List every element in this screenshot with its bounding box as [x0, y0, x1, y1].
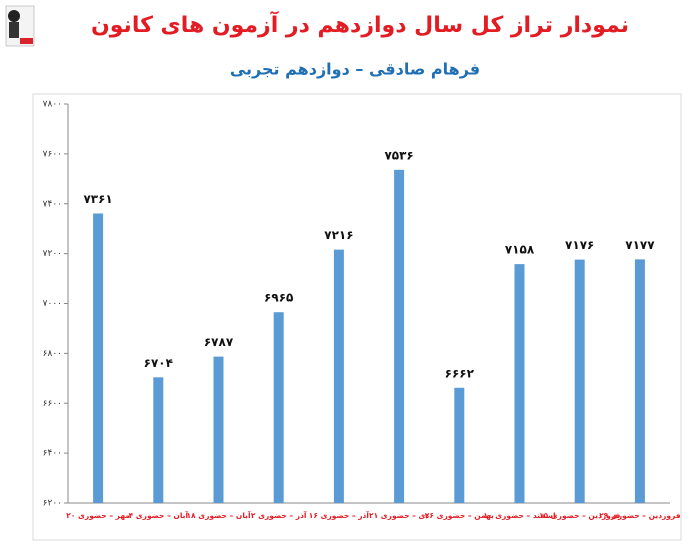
bar	[574, 259, 585, 503]
bar	[273, 312, 284, 503]
y-tick-label: ۶۶۰۰	[43, 399, 62, 409]
x-tick-label: ۱۸ آبان – حضوری	[186, 510, 250, 520]
plot-frame	[32, 93, 682, 541]
y-tick-label: ۷۶۰۰	[43, 149, 62, 159]
value-label: ۷۱۵۸	[505, 243, 535, 257]
bar	[93, 213, 104, 503]
value-label: ۶۷۸۷	[204, 335, 234, 349]
y-tick-label: ۷۲۰۰	[43, 249, 62, 259]
y-tick-label: ۶۲۰۰	[43, 499, 62, 509]
value-label: ۷۲۱۶	[324, 228, 353, 242]
y-tick-label: ۷۴۰۰	[43, 199, 62, 209]
x-tick-label: ۲ آذر – حضوری	[251, 510, 307, 520]
bar	[634, 259, 645, 503]
logo	[5, 5, 35, 47]
value-label: ۷۳۶۱	[83, 192, 112, 206]
x-tick-label: ۲۹ فروردین – حضوری	[599, 511, 681, 520]
x-tick-label: ۱۶ آذر – حضوری	[309, 510, 370, 520]
value-label: ۷۵۳۶	[384, 148, 413, 162]
x-tick-label: ۲۰ مهر – حضوری	[66, 511, 130, 520]
bar	[394, 169, 405, 503]
value-label: ۷۱۷۷	[625, 238, 655, 252]
value-label: ۶۶۶۲	[445, 366, 475, 380]
value-label: ۶۷۰۴	[144, 356, 173, 370]
chart-subtitle: فرهام صادقی – دوازدهم تجربی	[230, 60, 480, 79]
bar	[213, 356, 224, 503]
x-tick-label: ۱۰ اسفند – حضوری	[483, 511, 555, 520]
bar	[514, 264, 525, 503]
bar	[333, 249, 344, 503]
x-tick-label: ۲۶ بهمن – حضوری	[425, 511, 494, 520]
x-tick-label: ۲۱ دی – حضوری	[369, 511, 429, 520]
y-tick-label: ۷۸۰۰	[43, 100, 62, 110]
value-label: ۶۹۶۵	[264, 291, 293, 305]
x-tick-label: ۱۵ فروردین – حضوری	[539, 511, 621, 520]
y-tick-label: ۶۴۰۰	[43, 449, 62, 459]
bar	[153, 377, 164, 503]
y-tick-label: ۶۸۰۰	[43, 349, 62, 359]
y-tick-label: ۷۰۰۰	[43, 299, 62, 309]
bar	[454, 387, 465, 503]
x-tick-label: ۴ آبان – حضوری	[129, 510, 189, 520]
chart-title: نمودار تراز کل سال دوازدهم در آزمون های …	[91, 10, 629, 38]
value-label: ۷۱۷۶	[565, 238, 594, 252]
